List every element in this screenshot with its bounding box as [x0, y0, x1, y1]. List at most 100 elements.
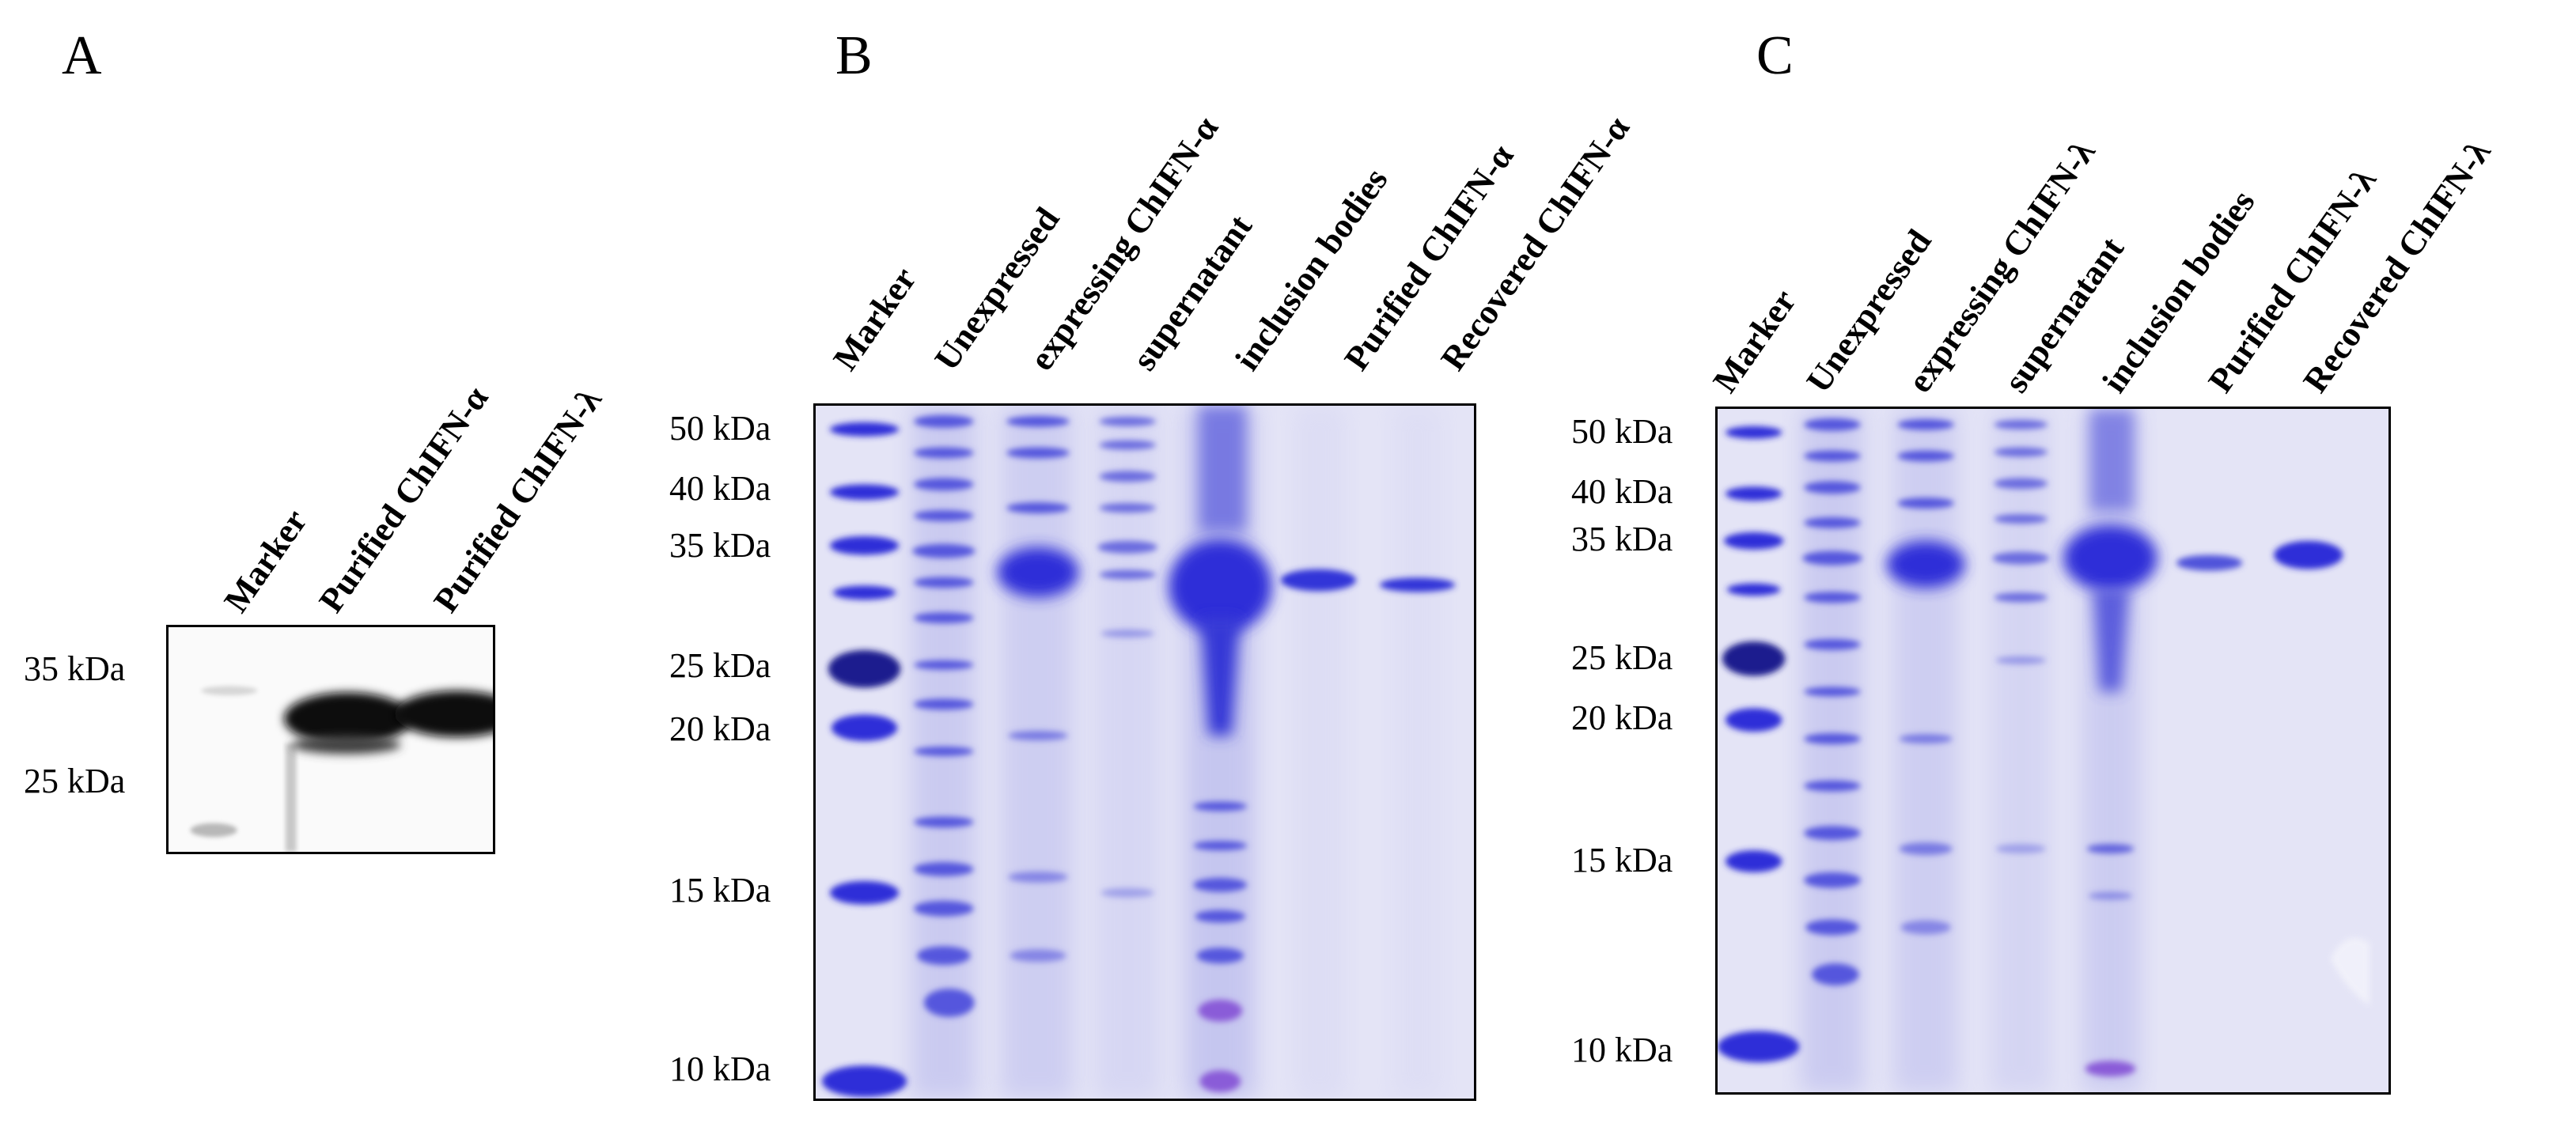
mw-label: 10 kDa — [669, 1050, 771, 1088]
gel-band — [1198, 999, 1243, 1022]
gel-band — [914, 447, 974, 459]
gel-band — [1099, 471, 1156, 482]
gel-band — [1899, 842, 1953, 856]
mw-label: 25 kDa — [24, 762, 126, 800]
gel-band — [1804, 481, 1861, 494]
gel-band — [1193, 841, 1248, 851]
gel-band — [2274, 540, 2343, 569]
lane-smear — [1001, 406, 1074, 1099]
gel-image — [1718, 409, 2370, 1092]
gel-band — [1006, 502, 1070, 514]
sds-page-gel — [813, 403, 1476, 1101]
mw-label: 20 kDa — [669, 709, 771, 748]
gel-band — [1804, 733, 1861, 745]
gel-band — [2088, 891, 2133, 900]
marker-band — [1722, 641, 1786, 676]
gel-band — [1100, 630, 1154, 637]
gel-band — [1804, 872, 1861, 888]
lane-smear — [2082, 409, 2141, 1092]
lane-smear — [1095, 406, 1160, 1099]
gel-band — [914, 510, 974, 521]
mw-label: 15 kDa — [1571, 841, 1673, 879]
marker-band — [829, 484, 900, 501]
gel-band — [914, 862, 974, 876]
gel-band — [1805, 919, 1859, 936]
gel-band — [1900, 920, 1951, 935]
mw-label: 40 kDa — [1571, 472, 1673, 511]
gel-band — [914, 816, 974, 828]
lane-smear — [1392, 406, 1443, 1099]
gel-band — [1994, 447, 2048, 457]
panel-letter: C — [1756, 25, 1794, 86]
gel-smear — [1199, 406, 1247, 531]
lane-smear — [1991, 409, 2051, 1092]
mw-label: 10 kDa — [1571, 1031, 1673, 1069]
lane-smear — [1893, 409, 1958, 1092]
gel-band — [1804, 418, 1861, 431]
mw-label: 40 kDa — [669, 469, 771, 508]
gel-band — [914, 747, 974, 756]
gel-band — [1168, 539, 1272, 634]
gel-band — [1994, 478, 2048, 490]
gel-band — [1097, 540, 1157, 554]
gel-band — [917, 946, 971, 966]
mw-label: 15 kDa — [669, 871, 771, 910]
blot-band — [283, 692, 412, 745]
gel-artifact — [2330, 937, 2370, 1006]
gel-band — [914, 900, 974, 917]
gel-band — [1804, 780, 1861, 792]
marker-band — [828, 649, 901, 688]
gel-band — [2086, 844, 2135, 854]
marker-band — [1726, 583, 1781, 596]
mw-label: 25 kDa — [1571, 638, 1673, 677]
gel-band — [1100, 887, 1154, 898]
gel-band — [912, 543, 975, 558]
gel-band — [1804, 687, 1861, 697]
marker-band — [1725, 486, 1782, 501]
marker-band — [829, 535, 900, 555]
lane-smear — [1294, 406, 1346, 1099]
gel-band — [1008, 731, 1068, 741]
marker-band — [1718, 1031, 1800, 1063]
lane-label: Marker — [1705, 282, 1804, 400]
gel-band — [914, 577, 974, 588]
gel-band — [1886, 540, 1965, 588]
mw-label: 20 kDa — [1571, 698, 1673, 737]
marker-band — [832, 585, 896, 600]
lane-label: expressing ChIFN-λ — [1900, 133, 2103, 400]
lane-label: Recovered ChIFN-λ — [2295, 133, 2498, 400]
gel-band — [1099, 416, 1156, 426]
marker-band — [1725, 850, 1782, 872]
gel-band — [2063, 524, 2158, 592]
gel-band — [1804, 517, 1861, 528]
gel-smear — [1200, 618, 1241, 736]
sds-page-gel — [1715, 407, 2391, 1095]
gel-band — [1196, 948, 1244, 964]
gel-band — [914, 612, 974, 624]
lane-smear — [1801, 409, 1864, 1092]
gel-band — [1897, 418, 1954, 430]
gel-band — [2176, 554, 2243, 571]
gel-band — [1804, 450, 1861, 462]
blot-band — [291, 736, 401, 755]
gel-band — [1006, 415, 1070, 427]
gel-band — [997, 547, 1079, 598]
gel-band — [1994, 419, 2048, 429]
gel-smear — [2093, 589, 2130, 692]
gel-band — [1193, 801, 1248, 811]
gel-band — [1995, 656, 2047, 664]
marker-band — [829, 880, 900, 905]
blot-image — [190, 686, 493, 852]
gel-band — [1199, 1070, 1241, 1093]
mw-label: 35 kDa — [24, 649, 126, 688]
panel-letter: A — [62, 25, 102, 86]
gel-band — [1099, 569, 1156, 580]
marker-band — [1723, 531, 1784, 550]
gel-band — [1897, 450, 1954, 462]
gel-image — [821, 406, 1456, 1099]
gel-band — [1195, 910, 1246, 923]
mw-label: 25 kDa — [669, 646, 771, 685]
marker-band — [829, 422, 900, 437]
